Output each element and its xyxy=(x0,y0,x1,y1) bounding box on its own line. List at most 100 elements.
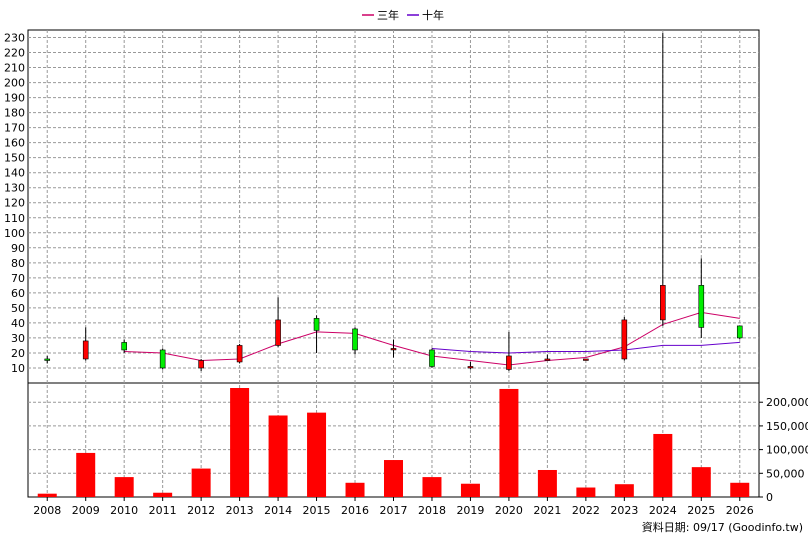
legend: 三年 十年 xyxy=(362,8,444,22)
volume-bar xyxy=(422,477,442,497)
volume-tick-label: 50,000 xyxy=(766,467,805,480)
x-tick-label: 2010 xyxy=(110,504,138,517)
volume-bar xyxy=(76,452,96,497)
x-tick-label: 2015 xyxy=(303,504,331,517)
volume-bar xyxy=(576,487,596,497)
price-tick-label: 170 xyxy=(4,122,25,135)
x-axis: 2008 2009 2010 2011 2012 2013 2014 2015 2016 2017… xyxy=(33,497,754,517)
candle xyxy=(660,33,666,326)
price-tick-label: 80 xyxy=(11,257,25,270)
price-tick-label: 40 xyxy=(11,317,25,330)
candle-body xyxy=(121,342,127,351)
x-tick-label: 2020 xyxy=(495,504,523,517)
volume-bar xyxy=(537,469,557,497)
price-tick-label: 20 xyxy=(11,347,25,360)
candle xyxy=(698,258,705,338)
volume-bar xyxy=(37,493,57,497)
candle xyxy=(352,327,358,355)
candle-body xyxy=(698,285,705,328)
candle xyxy=(121,339,127,353)
price-tick-label: 200 xyxy=(4,77,25,90)
volume-bar xyxy=(153,492,173,497)
candle xyxy=(544,354,551,361)
volume-tick-label: 200,000 xyxy=(766,396,808,409)
price-tick-label: 110 xyxy=(4,212,25,225)
price-tick-label: 160 xyxy=(4,137,25,150)
candlesticks xyxy=(44,33,743,371)
grid xyxy=(28,30,759,497)
candle-body xyxy=(467,366,474,369)
volume-bar xyxy=(191,468,211,497)
candle-body xyxy=(82,340,89,360)
price-tick-label: 230 xyxy=(4,32,25,45)
candle xyxy=(275,297,281,347)
volume-bar xyxy=(653,433,673,497)
volume-bar xyxy=(268,415,288,497)
candle xyxy=(390,339,397,358)
candle-body xyxy=(352,328,358,351)
candle-body xyxy=(275,319,281,346)
x-tick-label: 2025 xyxy=(687,504,715,517)
price-tick-label: 70 xyxy=(11,272,25,285)
candle xyxy=(198,358,204,371)
x-tick-label: 2018 xyxy=(418,504,446,517)
candle xyxy=(506,331,512,371)
price-tick-label: 150 xyxy=(4,152,25,165)
volume-bar xyxy=(691,467,711,497)
x-tick-label: 2013 xyxy=(226,504,254,517)
volume-bar xyxy=(614,484,634,497)
x-tick-label: 2021 xyxy=(533,504,561,517)
price-tick-label: 180 xyxy=(4,107,25,120)
footer-source: 資料日期: 09/17 (Goodinfo.tw) xyxy=(642,520,803,534)
x-tick-label: 2011 xyxy=(149,504,177,517)
x-tick-label: 2026 xyxy=(726,504,754,517)
volume-tick-label: 0 xyxy=(766,491,773,504)
x-tick-label: 2016 xyxy=(341,504,369,517)
volume-bar xyxy=(307,412,327,497)
candle xyxy=(429,348,435,368)
volume-bar xyxy=(345,482,365,497)
price-tick-label: 140 xyxy=(4,167,25,180)
candle xyxy=(82,327,89,361)
x-tick-label: 2009 xyxy=(72,504,100,517)
x-tick-label: 2008 xyxy=(33,504,61,517)
candle-body xyxy=(506,355,512,370)
candle-body xyxy=(660,285,666,321)
candle-body xyxy=(313,318,320,331)
price-tick-label: 30 xyxy=(11,332,25,345)
price-tick-label: 60 xyxy=(11,287,25,300)
price-tick-label: 120 xyxy=(4,197,25,210)
x-tick-label: 2019 xyxy=(456,504,484,517)
volume-bars xyxy=(37,388,750,497)
candle xyxy=(159,348,166,370)
x-tick-label: 2023 xyxy=(610,504,638,517)
x-tick-label: 2014 xyxy=(264,504,292,517)
volume-tick-label: 100,000 xyxy=(766,444,808,457)
candle-body xyxy=(44,358,51,361)
candle-body xyxy=(390,348,397,351)
candle xyxy=(583,358,589,361)
candle xyxy=(467,361,474,370)
x-tick-label: 2017 xyxy=(380,504,408,517)
volume-axis: 0 50,000 100,000 150,000 200,000 xyxy=(759,396,808,504)
candle xyxy=(621,316,628,361)
candle-body xyxy=(236,345,243,363)
candle xyxy=(236,343,243,364)
volume-bar xyxy=(384,460,403,497)
x-tick-label: 2022 xyxy=(572,504,600,517)
legend-label: 三年 xyxy=(377,8,399,22)
price-tick-label: 130 xyxy=(4,182,25,195)
candle xyxy=(313,315,320,353)
candle-body xyxy=(159,349,166,369)
volume-bar xyxy=(114,477,134,497)
candle-body xyxy=(736,325,743,339)
price-tick-label: 210 xyxy=(4,62,25,75)
candle-body xyxy=(583,358,589,361)
price-tick-label: 10 xyxy=(11,362,25,375)
price-tick-label: 220 xyxy=(4,47,25,60)
volume-tick-label: 150,000 xyxy=(766,420,808,433)
candle-body xyxy=(544,358,551,361)
candle xyxy=(44,355,51,364)
legend-label: 十年 xyxy=(422,8,444,22)
